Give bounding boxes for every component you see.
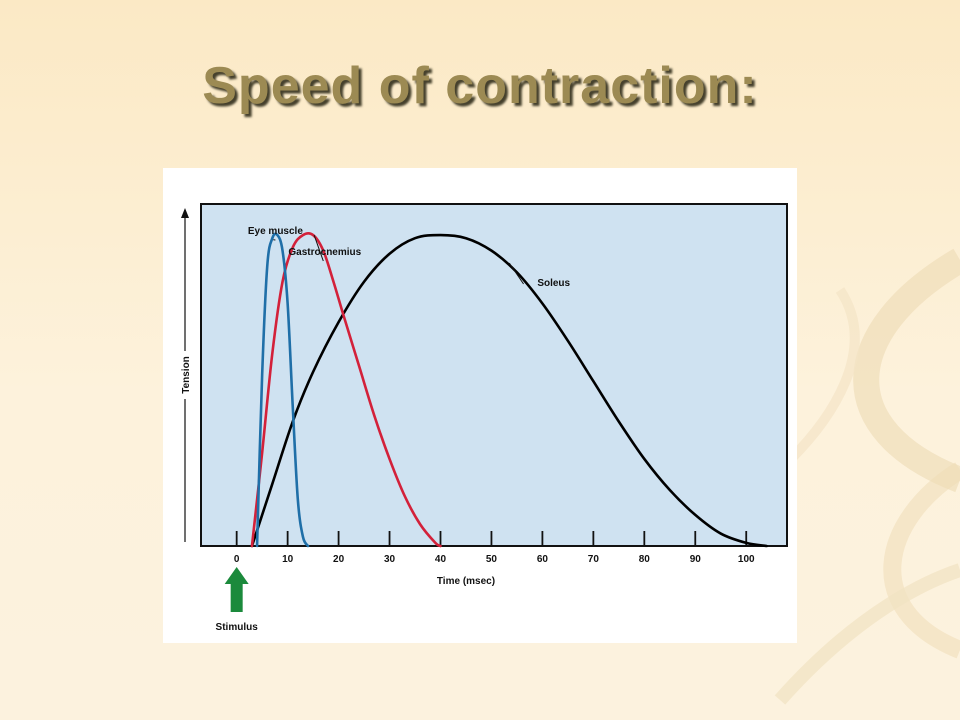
- y-axis: Tension: [181, 208, 194, 542]
- callout-line-gastrocnemius: [313, 234, 324, 262]
- series-line-soleus: [250, 233, 768, 548]
- x-tick-label: 60: [537, 554, 549, 565]
- x-axis-label: Time (msec): [437, 576, 495, 587]
- x-tick-label: 40: [435, 554, 447, 565]
- y-axis-label: Tension: [181, 356, 192, 394]
- series-callouts: Eye muscle Gastrocnemius Soleus: [248, 226, 571, 289]
- plot-area: [200, 203, 788, 547]
- y-label-gap: [182, 351, 194, 399]
- x-tick-label: 30: [384, 554, 396, 565]
- x-tick-label: 10: [282, 554, 294, 565]
- series-line-eye-muscle: [255, 232, 310, 548]
- stimulus-label: Stimulus: [216, 622, 259, 633]
- chart-panel: Tension 0 10 20 30 40 50 60 70 80 90 100 Eye muscl…: [163, 168, 797, 643]
- stimulus-arrow: [224, 567, 249, 612]
- x-tick-label: 100: [738, 554, 755, 565]
- series-lines: [250, 232, 768, 548]
- x-axis-ticks: 0 10 20 30 40 50 60 70 80 90 100: [234, 531, 755, 565]
- series-label-gastrocnemius: Gastrocnemius: [288, 247, 361, 258]
- y-axis-arrowhead: [181, 208, 189, 218]
- series-label-eye-muscle: Eye muscle: [248, 226, 303, 237]
- x-tick-label: 80: [639, 554, 651, 565]
- x-tick-label: 20: [333, 554, 345, 565]
- twitch-tension-chart: Tension 0 10 20 30 40 50 60 70 80 90 100 Eye muscl…: [181, 203, 788, 633]
- x-tick-label: 0: [234, 554, 240, 565]
- series-line-gastrocnemius: [250, 232, 442, 548]
- x-tick-label: 70: [588, 554, 600, 565]
- slide-title: Speed of contraction:: [202, 57, 758, 115]
- stimulus-annotation: Stimulus: [216, 567, 259, 633]
- callout-line-soleus: [508, 262, 524, 285]
- x-tick-label: 50: [486, 554, 498, 565]
- x-tick-label: 90: [690, 554, 702, 565]
- series-label-soleus: Soleus: [537, 278, 570, 289]
